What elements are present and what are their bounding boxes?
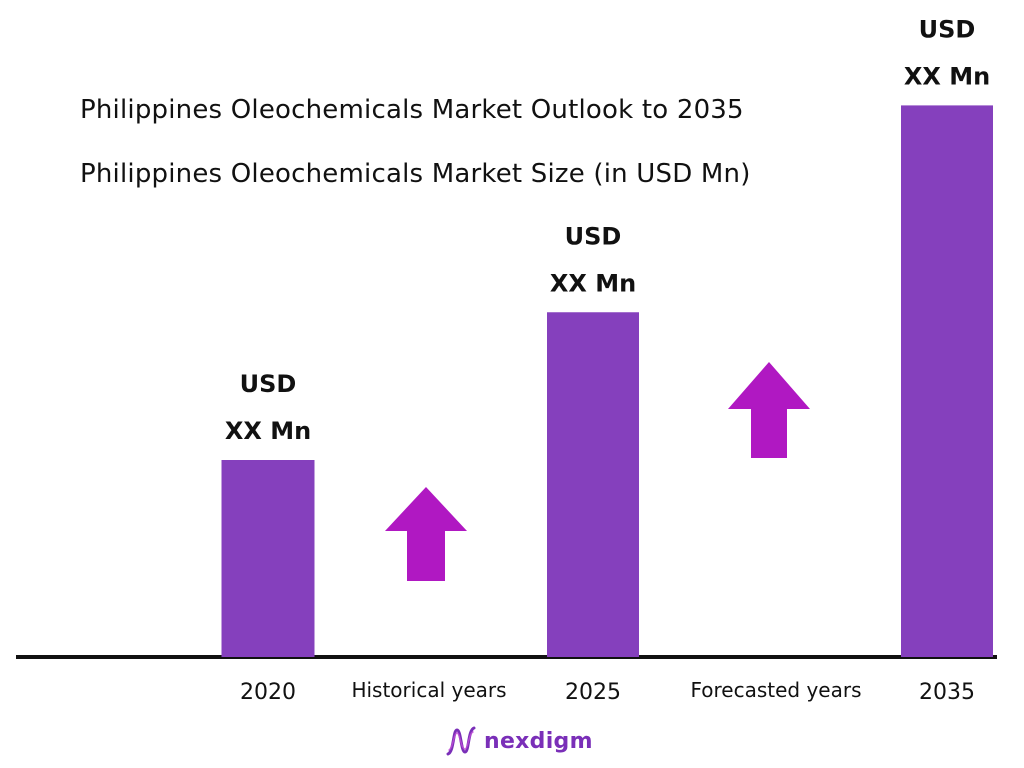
bar-value-label-line1: USD: [919, 15, 976, 43]
logo-text: nexdigm: [484, 728, 593, 754]
bar-2020: [221, 460, 315, 657]
nexdigm-wave-logo-icon: [446, 726, 476, 756]
chart-title: Philippines Oleochemicals Market Outlook…: [80, 95, 744, 125]
forecast-growth-up-arrow-icon: [728, 362, 810, 458]
x-tick-label: 2025: [565, 680, 621, 705]
period-label: Historical years: [351, 678, 506, 702]
x-tick-label: 2020: [240, 680, 296, 705]
nexdigm-logo: nexdigm: [444, 724, 593, 758]
bar-value-label-line2: XX Mn: [904, 62, 990, 90]
bar-value-label-line1: USD: [565, 222, 622, 250]
historical-growth-up-arrow-icon: [385, 487, 467, 581]
bar-value-label-line1: USD: [240, 370, 297, 398]
bar-value-label-line2: XX Mn: [550, 269, 636, 297]
chart-subtitle: Philippines Oleochemicals Market Size (i…: [80, 159, 751, 189]
x-tick-label: 2035: [919, 680, 975, 705]
bar-2035: [901, 105, 993, 657]
period-label: Forecasted years: [690, 678, 861, 702]
bar-2025: [547, 312, 639, 657]
bar-value-label-line2: XX Mn: [225, 417, 311, 445]
market-size-bar-chart: USD XX Mn 2020 USD XX Mn 2025 USD XX Mn 2035 Hist…: [16, 15, 997, 705]
